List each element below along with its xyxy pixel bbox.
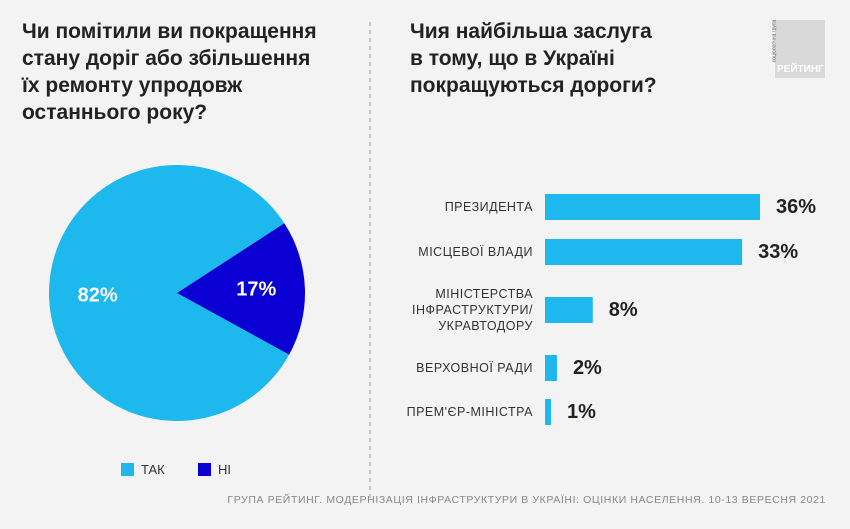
legend-swatch bbox=[198, 463, 211, 476]
pie-label: 17% bbox=[236, 278, 277, 301]
logo-name: РЕЙТИНГ bbox=[777, 64, 824, 75]
bar-value-label: 1% bbox=[566, 400, 596, 423]
bar bbox=[545, 194, 760, 220]
bar-category: ВЕРХОВНОЇ РАДИ bbox=[416, 361, 533, 375]
pie-slice bbox=[177, 223, 305, 355]
bar-value-label: 33% bbox=[758, 240, 799, 263]
bar-category: МІНІСТЕРСТВА ІНФРАСТРУКТУРИ/ УКРАВТОДОРУ bbox=[412, 287, 533, 333]
bar-category: ПРЕЗИДЕНТА bbox=[444, 200, 533, 214]
bar bbox=[545, 239, 743, 265]
bar-category: МІСЦЕВОЇ ВЛАДИ bbox=[418, 245, 533, 259]
logo-caption: соціологічна група bbox=[771, 19, 778, 63]
legend-label: НІ bbox=[218, 462, 231, 477]
logo-box bbox=[775, 20, 825, 78]
source: ГРУПА РЕЙТИНГ. МОДЕРНІЗАЦІЯ ІНФРАСТРУКТУ… bbox=[227, 494, 826, 506]
bar bbox=[545, 355, 557, 381]
bar-value-label: 8% bbox=[608, 298, 638, 321]
bar-value-label: 2% bbox=[572, 356, 602, 379]
bar-title: Чия найбільша заслуга в тому, що в Украї… bbox=[410, 20, 657, 97]
bar bbox=[545, 399, 551, 425]
legend-swatch bbox=[121, 463, 134, 476]
pie-label: 82% bbox=[77, 284, 118, 307]
bar bbox=[545, 297, 593, 323]
legend-label: ТАК bbox=[141, 462, 165, 477]
bar-value-label: 36% bbox=[776, 195, 817, 218]
pie-slice bbox=[49, 165, 290, 422]
bar-category: ПРЕМ'ЄР-МІНІСТРА bbox=[406, 405, 533, 419]
pie-title: Чи помітили ви покращення стану доріг аб… bbox=[22, 20, 317, 124]
